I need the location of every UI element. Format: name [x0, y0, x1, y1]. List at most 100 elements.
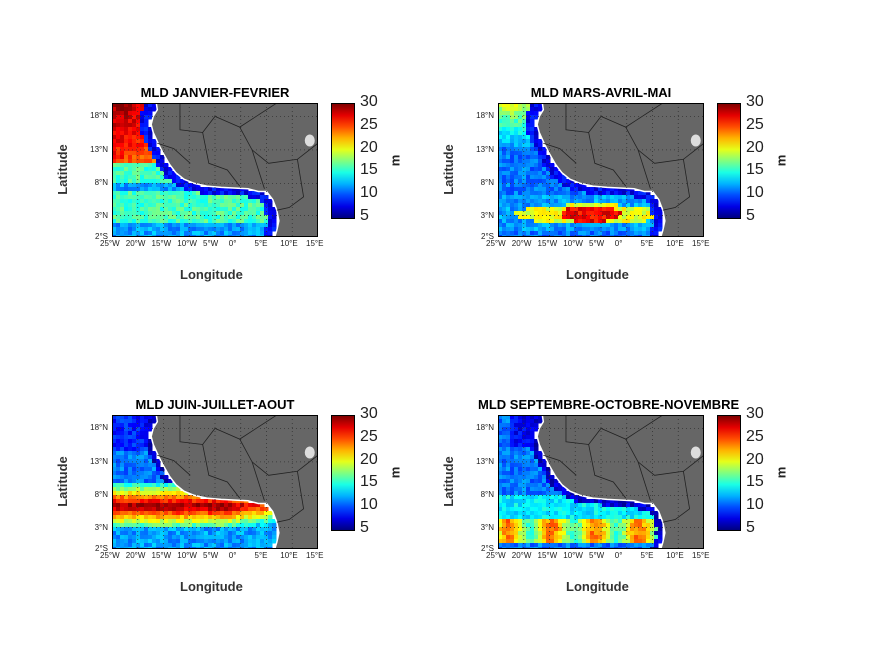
y-tick-label: 8°N — [480, 178, 494, 188]
colorbar-tick-label: 30 — [746, 93, 764, 110]
colorbar-tick-label: 5 — [746, 207, 755, 224]
x-axis-label: Longitude — [566, 267, 629, 282]
x-tick-label: 15°E — [306, 239, 324, 248]
y-axis-label: Latitude — [440, 456, 456, 507]
x-tick-label: 10°E — [666, 551, 684, 560]
y-axis-label: Latitude — [440, 144, 456, 195]
y-tick-label: 2°S — [481, 544, 494, 553]
x-tick-label: 5°W — [589, 551, 605, 560]
x-tick-label: 5°W — [203, 239, 219, 248]
panel-title: MLD MARS-AVRIL-MAI — [530, 85, 672, 100]
colorbar-unit-label: m — [773, 466, 789, 479]
x-tick-label: 5°W — [203, 551, 219, 560]
y-tick-label: 18°N — [90, 111, 108, 121]
colorbar-tick-label: 5 — [360, 207, 369, 224]
y-tick-label: 13°N — [90, 144, 108, 154]
y-tick-label: 18°N — [476, 111, 494, 121]
land-mask — [150, 103, 318, 237]
y-tick-label: 8°N — [94, 178, 108, 188]
x-tick-label: 15°W — [151, 551, 172, 560]
x-tick-label: 5°E — [640, 551, 654, 560]
y-tick-label: 2°S — [95, 232, 108, 241]
map-panel — [112, 103, 318, 237]
panel-title: MLD SEPTEMBRE-OCTOBRE-NOVEMBRE — [478, 397, 740, 412]
colorbar — [717, 103, 741, 219]
y-tick-label: 13°N — [90, 456, 108, 466]
map-panel — [498, 103, 704, 237]
x-tick-label: 25°W — [100, 551, 120, 560]
x-tick-label: 5°E — [254, 239, 268, 248]
colorbar-tick-label: 15 — [360, 161, 378, 179]
colorbar-unit-label: m — [387, 466, 403, 479]
colorbar-tick-label: 20 — [746, 138, 764, 156]
x-tick-label: 10°W — [563, 239, 583, 248]
x-tick-label: 15°W — [151, 239, 172, 248]
colorbar — [331, 103, 355, 219]
colorbar-unit-label: m — [387, 154, 403, 167]
x-tick-label: 10°W — [177, 551, 197, 560]
x-tick-label: 25°W — [100, 239, 120, 248]
colorbar — [331, 415, 355, 531]
x-tick-label: 15°W — [537, 551, 558, 560]
y-tick-label: 3°N — [480, 210, 494, 220]
colorbar-tick-label: 30 — [360, 405, 378, 422]
x-tick-label: 0° — [228, 239, 237, 248]
y-axis-label: Latitude — [54, 144, 70, 195]
x-tick-label: 5°E — [254, 551, 268, 560]
x-tick-label: 20°W — [511, 551, 532, 560]
colorbar-tick-label: 15 — [746, 473, 764, 491]
panel-title: MLD JANVIER-FEVRIER — [140, 85, 290, 100]
land-mask — [150, 415, 318, 549]
y-tick-label: 8°N — [480, 490, 494, 500]
y-tick-label: 3°N — [94, 210, 108, 220]
y-tick-label: 18°N — [90, 423, 108, 433]
colorbar-tick-label: 25 — [360, 115, 378, 133]
x-tick-label: 10°E — [666, 239, 684, 248]
x-tick-label: 20°W — [125, 551, 146, 560]
colorbar-tick-label: 20 — [360, 138, 378, 156]
y-tick-label: 2°S — [95, 544, 108, 553]
colorbar-tick-label: 30 — [360, 93, 378, 110]
y-tick-label: 3°N — [94, 522, 108, 532]
x-tick-label: 15°E — [692, 239, 710, 248]
map-panel — [498, 415, 704, 549]
colorbar-tick-label: 20 — [746, 450, 764, 468]
panel-title: MLD JUIN-JUILLET-AOUT — [135, 397, 295, 412]
colorbar-tick-label: 25 — [360, 427, 378, 445]
x-tick-label: 0° — [614, 239, 623, 248]
land-mask — [536, 415, 704, 549]
y-tick-label: 13°N — [476, 456, 494, 466]
x-tick-label: 5°E — [640, 239, 654, 248]
x-tick-label: 20°W — [511, 239, 532, 248]
colorbar-tick-label: 10 — [746, 184, 764, 202]
y-axis-label: Latitude — [54, 456, 70, 507]
x-tick-label: 0° — [614, 551, 623, 560]
y-tick-label: 18°N — [476, 423, 494, 433]
colorbar-tick-label: 10 — [360, 184, 378, 202]
x-tick-label: 5°W — [589, 239, 605, 248]
x-axis-label: Longitude — [180, 267, 243, 282]
x-tick-label: 20°W — [125, 239, 146, 248]
y-tick-label: 8°N — [94, 490, 108, 500]
x-tick-label: 10°W — [177, 239, 197, 248]
x-tick-label: 25°W — [486, 239, 506, 248]
x-tick-label: 15°E — [692, 551, 710, 560]
colorbar-unit-label: m — [773, 154, 789, 167]
colorbar-tick-label: 25 — [746, 427, 764, 445]
x-axis-label: Longitude — [180, 579, 243, 594]
y-tick-label: 13°N — [476, 144, 494, 154]
x-axis-label: Longitude — [566, 579, 629, 594]
x-tick-label: 10°E — [280, 239, 298, 248]
colorbar-tick-label: 20 — [360, 450, 378, 468]
x-tick-label: 15°W — [537, 239, 558, 248]
colorbar-tick-label: 5 — [746, 519, 755, 536]
land-mask — [536, 103, 704, 237]
colorbar — [717, 415, 741, 531]
colorbar-tick-label: 10 — [746, 496, 764, 514]
x-tick-label: 25°W — [486, 551, 506, 560]
colorbar-tick-label: 5 — [360, 519, 369, 536]
y-tick-label: 3°N — [480, 522, 494, 532]
x-tick-label: 0° — [228, 551, 237, 560]
colorbar-tick-label: 15 — [746, 161, 764, 179]
x-tick-label: 10°E — [280, 551, 298, 560]
